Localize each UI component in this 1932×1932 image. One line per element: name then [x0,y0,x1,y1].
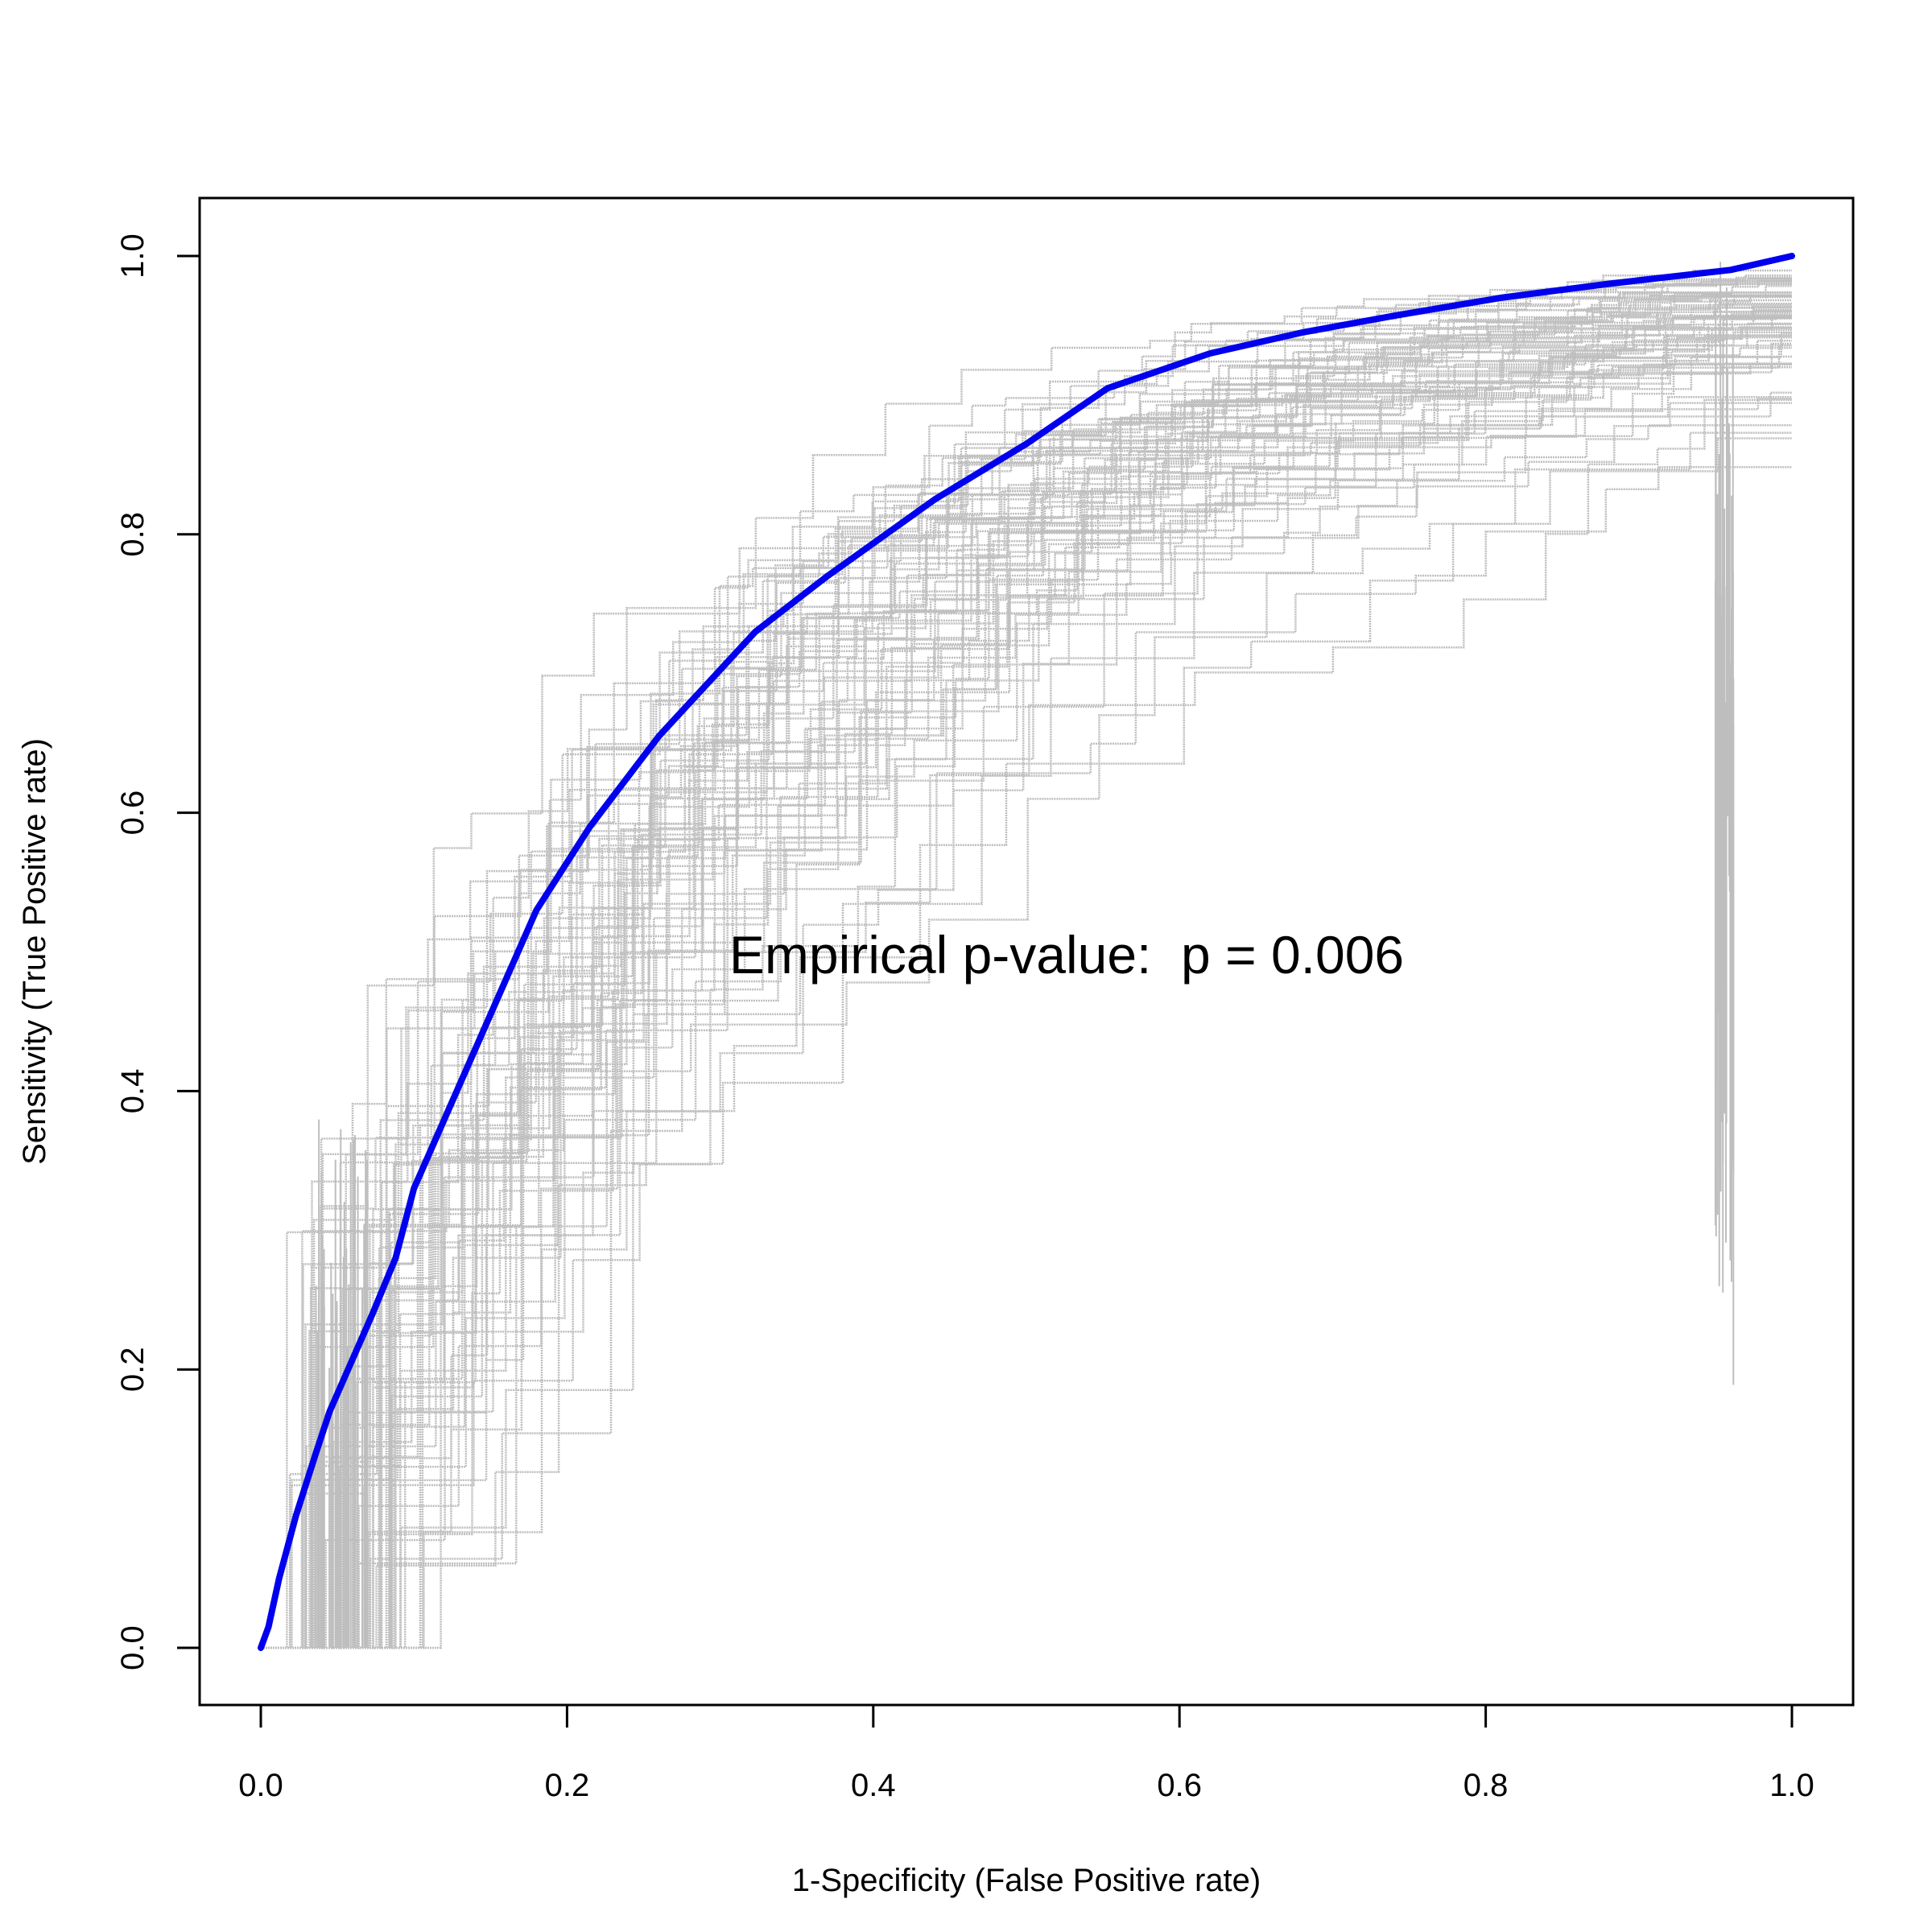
permutation-curve [261,336,1792,1649]
y-tick-label: 0.6 [115,791,151,836]
y-axis-label: Sensitivity (True Positive rate) [17,738,52,1165]
permutation-curve [261,303,1792,1649]
permutation-curve [261,391,1792,1649]
permutation-curve [261,424,1792,1649]
x-tick-label: 0.8 [1463,1768,1509,1803]
permutation-curve [261,280,1792,1649]
permutation-curve [261,311,1792,1649]
p-value-annotation: Empirical p-value: p = 0.006 [729,925,1404,985]
permutation-curve [261,339,1792,1649]
permutation-curve [261,285,1792,1649]
permutation-curve [261,355,1792,1649]
permutation-curve [261,295,1792,1649]
observed-roc-line [258,253,1795,1651]
permutation-curve [261,395,1792,1649]
permutation-curve [261,327,1792,1649]
permutation-curve [261,312,1792,1649]
permutation-curve [261,269,1792,1649]
observed-roc-curve [258,253,1795,1651]
permutation-curve [261,308,1792,1649]
permutation-curve [261,283,1792,1649]
y-tick-label: 1.0 [115,233,151,279]
permutation-curve [261,327,1792,1649]
x-tick-label: 1.0 [1769,1768,1814,1803]
permutation-curve [261,347,1792,1649]
permutation-curve [261,362,1792,1649]
permutation-curve [261,344,1792,1649]
x-tick-label: 0.4 [851,1768,896,1803]
y-axis: 0.0 0.2 0.4 0.6 0.8 1.0 [115,233,201,1670]
permutation-curve [261,335,1792,1649]
permutation-curve [261,333,1792,1649]
permutation-curve [261,431,1792,1649]
y-tick-label: 0.8 [115,512,151,557]
permutation-curve [261,277,1792,1649]
permutation-curve [261,322,1792,1649]
permutation-curve [261,363,1792,1649]
permutation-curve [261,326,1792,1649]
permutation-curve [261,398,1792,1649]
permutation-curve [261,342,1792,1649]
x-tick-label: 0.0 [238,1768,283,1803]
permutation-curve [261,316,1792,1649]
permutation-curve [261,345,1792,1649]
permutation-roc-curves [261,262,1792,1649]
permutation-curve [261,279,1792,1649]
permutation-curve [261,305,1792,1649]
permutation-curve [261,311,1792,1649]
permutation-curve [261,466,1792,1649]
x-tick-label: 0.6 [1157,1768,1202,1803]
x-axis-label: 1-Specificity (False Positive rate) [792,1863,1261,1898]
permutation-curve [261,362,1792,1649]
x-tick-label: 0.2 [545,1768,590,1803]
permutation-curve [261,316,1792,1649]
y-tick-label: 0.0 [115,1625,151,1670]
permutation-curve [261,437,1792,1649]
x-axis: 0.0 0.2 0.4 0.6 0.8 1.0 [238,1703,1814,1803]
y-tick-label: 0.2 [115,1347,151,1392]
permutation-curve [261,402,1792,1649]
y-tick-label: 0.4 [115,1069,151,1114]
permutation-curve [261,295,1792,1649]
permutation-curve [261,307,1792,1649]
